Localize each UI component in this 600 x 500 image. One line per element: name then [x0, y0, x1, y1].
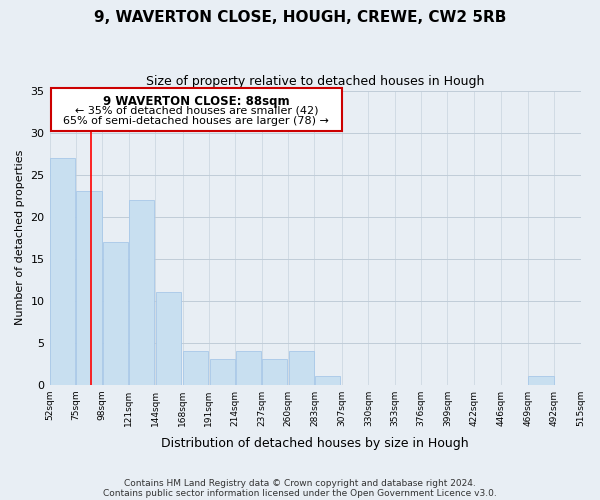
Y-axis label: Number of detached properties: Number of detached properties	[15, 150, 25, 326]
Title: Size of property relative to detached houses in Hough: Size of property relative to detached ho…	[146, 75, 484, 88]
Bar	[155, 292, 181, 384]
Bar	[315, 376, 340, 384]
Bar	[103, 242, 128, 384]
Bar	[529, 376, 554, 384]
Text: 9 WAVERTON CLOSE: 88sqm: 9 WAVERTON CLOSE: 88sqm	[103, 95, 290, 108]
X-axis label: Distribution of detached houses by size in Hough: Distribution of detached houses by size …	[161, 437, 469, 450]
Bar	[76, 192, 102, 384]
Text: Contains public sector information licensed under the Open Government Licence v3: Contains public sector information licen…	[103, 488, 497, 498]
Bar	[289, 351, 314, 384]
Bar	[129, 200, 154, 384]
FancyBboxPatch shape	[50, 88, 342, 131]
Text: 65% of semi-detached houses are larger (78) →: 65% of semi-detached houses are larger (…	[64, 116, 329, 126]
Bar	[50, 158, 76, 384]
Bar	[262, 360, 287, 384]
Bar	[236, 351, 261, 384]
Bar	[209, 360, 235, 384]
Text: Contains HM Land Registry data © Crown copyright and database right 2024.: Contains HM Land Registry data © Crown c…	[124, 478, 476, 488]
Text: 9, WAVERTON CLOSE, HOUGH, CREWE, CW2 5RB: 9, WAVERTON CLOSE, HOUGH, CREWE, CW2 5RB	[94, 10, 506, 25]
Text: ← 35% of detached houses are smaller (42): ← 35% of detached houses are smaller (42…	[74, 106, 318, 116]
Bar	[183, 351, 208, 384]
